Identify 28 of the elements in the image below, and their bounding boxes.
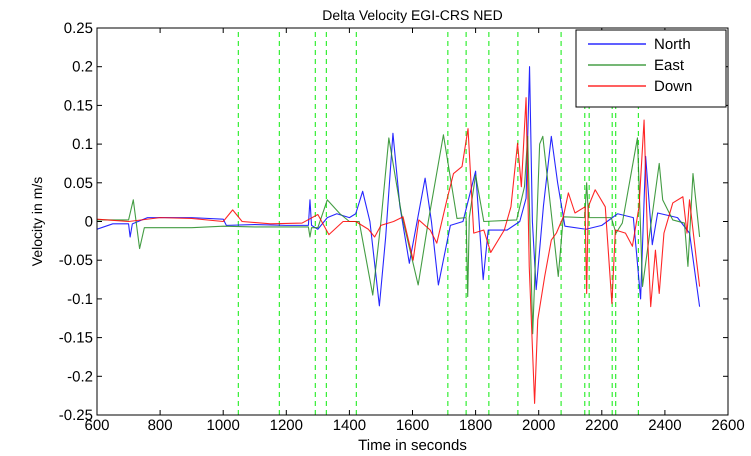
legend-label: North xyxy=(654,36,691,53)
y-tick-label: 0.25 xyxy=(64,20,93,37)
x-tick-label: 1600 xyxy=(396,417,430,434)
y-tick-label: -0.15 xyxy=(58,330,93,347)
x-tick-label: 800 xyxy=(148,417,173,434)
x-tick-label: 2000 xyxy=(522,417,556,434)
legend-label: East xyxy=(654,57,685,74)
x-axis-title: Time in seconds xyxy=(358,437,467,454)
x-tick-label: 1400 xyxy=(332,417,366,434)
y-tick-label: 0 xyxy=(84,214,93,230)
legend-label: Down xyxy=(654,78,692,95)
line-series xyxy=(97,97,700,404)
y-tick-label: -0.05 xyxy=(58,252,93,270)
x-tick-label: 2200 xyxy=(585,417,618,434)
x-tick-label: 1800 xyxy=(458,417,492,434)
x-tick-label: 1000 xyxy=(206,417,240,434)
y-tick-label: 0.15 xyxy=(64,97,93,114)
y-tick-label: -0.2 xyxy=(67,368,93,386)
x-tick-label: 2400 xyxy=(648,417,682,434)
y-tick-label: 0.1 xyxy=(72,136,93,154)
x-tick-label: 2600 xyxy=(711,417,745,434)
y-tick-label: 0.2 xyxy=(72,58,93,76)
chart-title: Delta Velocity EGI-CRS NED xyxy=(322,7,503,23)
y-tick-label: -0.1 xyxy=(67,290,93,308)
y-tick-label: 0.05 xyxy=(64,174,93,192)
y-axis-title: Velocity in m/s xyxy=(29,176,45,266)
x-tick-label: 1200 xyxy=(270,417,303,434)
line-series xyxy=(97,134,700,334)
